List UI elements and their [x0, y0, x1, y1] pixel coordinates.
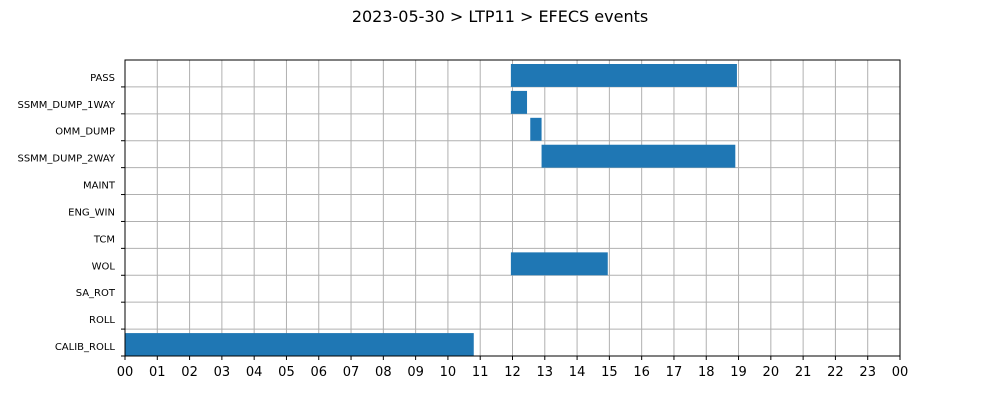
x-tick-label: 00	[892, 365, 909, 380]
y-tick-label-tcm: TCM	[93, 234, 115, 245]
x-tick-label: 15	[601, 365, 618, 380]
x-tick-label: 16	[633, 365, 650, 380]
x-tick-label: 17	[666, 365, 683, 380]
y-axis: PASS SSMM_DUMP_1WAY OMM_DUMP SSMM_DUMP_2WAY…	[17, 73, 125, 357]
y-tick-label-roll: ROLL	[89, 315, 115, 326]
event-bar-pass	[510, 64, 737, 87]
event-bar-ssmm-dump-2way	[541, 144, 736, 168]
y-tick-label-calib-roll: CALIB_ROLL	[55, 342, 116, 353]
chart-title: 2023-05-30 > LTP11 > EFECS events	[352, 7, 648, 26]
x-tick-label: 20	[763, 365, 780, 380]
y-tick-label-ssmm-dump-2way: SSMM_DUMP_2WAY	[17, 154, 115, 165]
event-bar-omm-dump	[530, 117, 542, 141]
y-tick-label-pass: PASS	[90, 73, 115, 84]
event-bar-calib-roll	[125, 333, 474, 356]
x-tick-label: 00	[117, 365, 134, 380]
x-tick-label: 23	[859, 365, 876, 380]
x-tick-label: 13	[537, 365, 554, 380]
x-tick-label: 10	[440, 365, 457, 380]
x-tick-label: 06	[310, 365, 327, 380]
event-bar-wol	[510, 252, 608, 276]
x-tick-label: 11	[472, 365, 489, 380]
y-tick-label-ssmm-dump-1way: SSMM_DUMP_1WAY	[17, 100, 115, 111]
event-bar-ssmm-dump-1way	[510, 90, 528, 114]
y-tick-label-eng-win: ENG_WIN	[68, 207, 115, 218]
x-tick-label: 02	[181, 365, 198, 380]
x-tick-label: 04	[246, 365, 263, 380]
x-axis: 00 01 02 03 04 05 06 07 08 09 10 11 12 13 14 15 16 17 18 19…	[117, 356, 909, 380]
x-tick-label: 07	[343, 365, 360, 380]
x-tick-label: 12	[504, 365, 521, 380]
y-tick-label-wol: WOL	[92, 261, 116, 272]
event-bars	[125, 64, 737, 356]
x-tick-label: 14	[569, 365, 586, 380]
x-tick-label: 05	[278, 365, 295, 380]
x-tick-label: 18	[698, 365, 715, 380]
y-tick-label-maint: MAINT	[83, 181, 116, 192]
x-tick-label: 19	[730, 365, 747, 380]
x-tick-label: 21	[795, 365, 812, 380]
x-tick-label: 03	[214, 365, 231, 380]
x-tick-label: 09	[407, 365, 424, 380]
x-tick-label: 01	[149, 365, 166, 380]
x-tick-label: 22	[827, 365, 844, 380]
y-tick-label-sa-rot: SA_ROT	[76, 288, 116, 299]
x-tick-label: 08	[375, 365, 392, 380]
y-tick-label-omm-dump: OMM_DUMP	[55, 127, 115, 138]
